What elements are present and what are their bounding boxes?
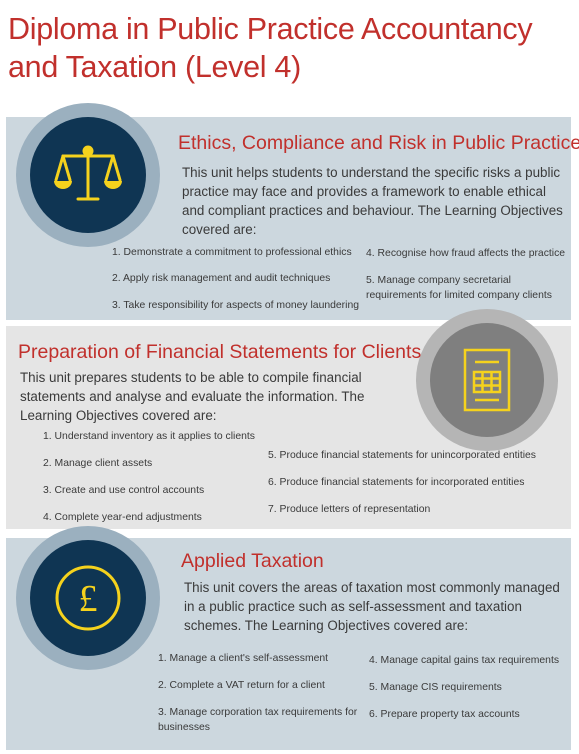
unit-heading: Preparation of Financial Statements for … — [18, 341, 422, 363]
pound-icon: £ — [30, 540, 146, 656]
learning-objective: 5. Manage CIS requirements — [369, 682, 502, 693]
learning-objective: 6. Produce financial statements for inco… — [268, 477, 525, 488]
learning-objective: 3. Create and use control accounts — [43, 485, 205, 496]
page-title: Diploma in Public Practice Accountancy a… — [8, 12, 533, 84]
learning-objective: 1. Understand inventory as it applies to… — [43, 431, 255, 442]
learning-objective: 3. Take responsibility for aspects of mo… — [112, 300, 360, 311]
learning-objective: 4. Complete year-end adjustments — [43, 512, 202, 523]
unit-description: This unit prepares students to be able t… — [20, 370, 365, 423]
unit-description: This unit helps students to understand t… — [182, 165, 563, 237]
learning-objective: 6. Prepare property tax accounts — [369, 709, 520, 720]
unit-heading: Applied Taxation — [181, 550, 324, 572]
scales-icon — [30, 117, 146, 233]
learning-objective: 2. Apply risk management and audit techn… — [112, 273, 331, 284]
learning-objective: 4. Recognise how fraud affects the pract… — [366, 248, 566, 259]
learning-objective: 4. Manage capital gains tax requirements — [369, 655, 560, 666]
learning-objective: 2. Manage client assets — [43, 458, 153, 469]
learning-objective: 5. Manage company secretarial requiremen… — [366, 275, 552, 301]
svg-text:£: £ — [79, 578, 98, 620]
unit-description: This unit covers the areas of taxation m… — [184, 580, 560, 633]
learning-objective: 1. Manage a client's self-assessment — [158, 653, 329, 664]
learning-objective: 7. Produce letters of representation — [268, 504, 431, 515]
learning-objective: 2. Complete a VAT return for a client — [158, 680, 325, 691]
learning-objective: 5. Produce financial statements for unin… — [268, 450, 537, 461]
learning-objective: 1. Demonstrate a commitment to professio… — [112, 247, 352, 258]
unit-heading: Ethics, Compliance and Risk in Public Pr… — [178, 132, 579, 154]
financial-statement-icon — [430, 323, 544, 437]
learning-objective: 3. Manage corporation tax requirements f… — [158, 707, 358, 733]
